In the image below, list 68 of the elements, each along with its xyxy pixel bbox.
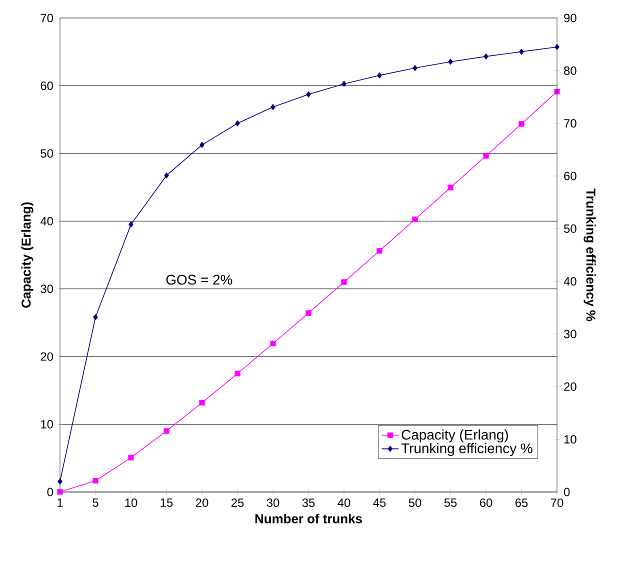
point (448, 58, 453, 65)
y-tick-label: 60 (40, 81, 54, 90)
point (342, 80, 346, 87)
y2-tick-label: 40 (564, 277, 576, 286)
y2-tick-label: 50 (564, 224, 576, 233)
y-tick-label: 20 (40, 352, 54, 361)
x-tick-label: 70 (550, 498, 564, 507)
point (93, 314, 98, 320)
point (554, 44, 560, 50)
point (164, 172, 169, 178)
y-tick-label: 30 (40, 284, 54, 294)
point (448, 184, 454, 190)
y2-tick-label: 0 (564, 488, 570, 496)
x-tick-label: 50 (408, 498, 422, 507)
legend-label: Capacity (Erlang) (402, 429, 508, 442)
point (235, 120, 240, 126)
y2-tick-label: 30 (564, 330, 576, 338)
x-tick-label: 40 (338, 498, 350, 507)
point (234, 370, 240, 376)
point (306, 91, 311, 98)
y-tick-label: 40 (40, 216, 54, 226)
x-axis-title: Number of trunks (255, 514, 362, 524)
y-tick-label: 70 (40, 14, 54, 22)
point (412, 65, 418, 72)
point (377, 72, 382, 78)
x-tick-label: 10 (125, 498, 138, 507)
point (483, 153, 489, 159)
point (376, 248, 382, 254)
point (518, 121, 524, 127)
point (57, 489, 63, 495)
x-tick-label: 60 (480, 498, 492, 507)
point (270, 104, 276, 110)
annotation: GOS = 2% (166, 274, 232, 285)
point (341, 279, 347, 285)
y2-tick-label: 60 (564, 172, 576, 180)
y-axis-title: Capacity (Erlang) (21, 202, 34, 308)
legend-label: Trunking efficiency % (401, 443, 532, 456)
point (519, 48, 524, 55)
y2-tick-label: 70 (564, 119, 576, 128)
point (412, 216, 418, 222)
y2-tick-label: 90 (564, 14, 576, 22)
x-tick-label: 65 (515, 498, 528, 507)
x-tick-label: 30 (266, 498, 280, 507)
y2-tick-label: 80 (564, 66, 576, 75)
y2-axis-title: Trunking efficiency % (584, 188, 596, 322)
point (164, 428, 170, 434)
x-tick-label: 20 (196, 498, 208, 507)
x-tick-label: 5 (92, 498, 98, 507)
point (92, 478, 98, 484)
x-tick-label: 45 (373, 498, 386, 507)
y-tick-label: 50 (40, 149, 54, 158)
y2-tick-label: 20 (564, 382, 576, 391)
x-tick-label: 25 (231, 498, 244, 507)
y-tick-label: 0 (47, 488, 54, 496)
point (484, 53, 488, 60)
y-tick-label: 10 (41, 420, 54, 429)
y2-tick-label: 10 (564, 435, 576, 444)
point (128, 454, 134, 460)
point (58, 478, 62, 484)
x-tick-label: 35 (302, 498, 315, 507)
x-tick-label: 55 (444, 498, 457, 507)
point (199, 400, 205, 406)
point (128, 221, 134, 228)
point (200, 142, 204, 148)
point (306, 310, 312, 316)
x-tick-label: 15 (160, 498, 173, 507)
x-tick-label: 1 (58, 498, 63, 507)
point (270, 340, 276, 346)
